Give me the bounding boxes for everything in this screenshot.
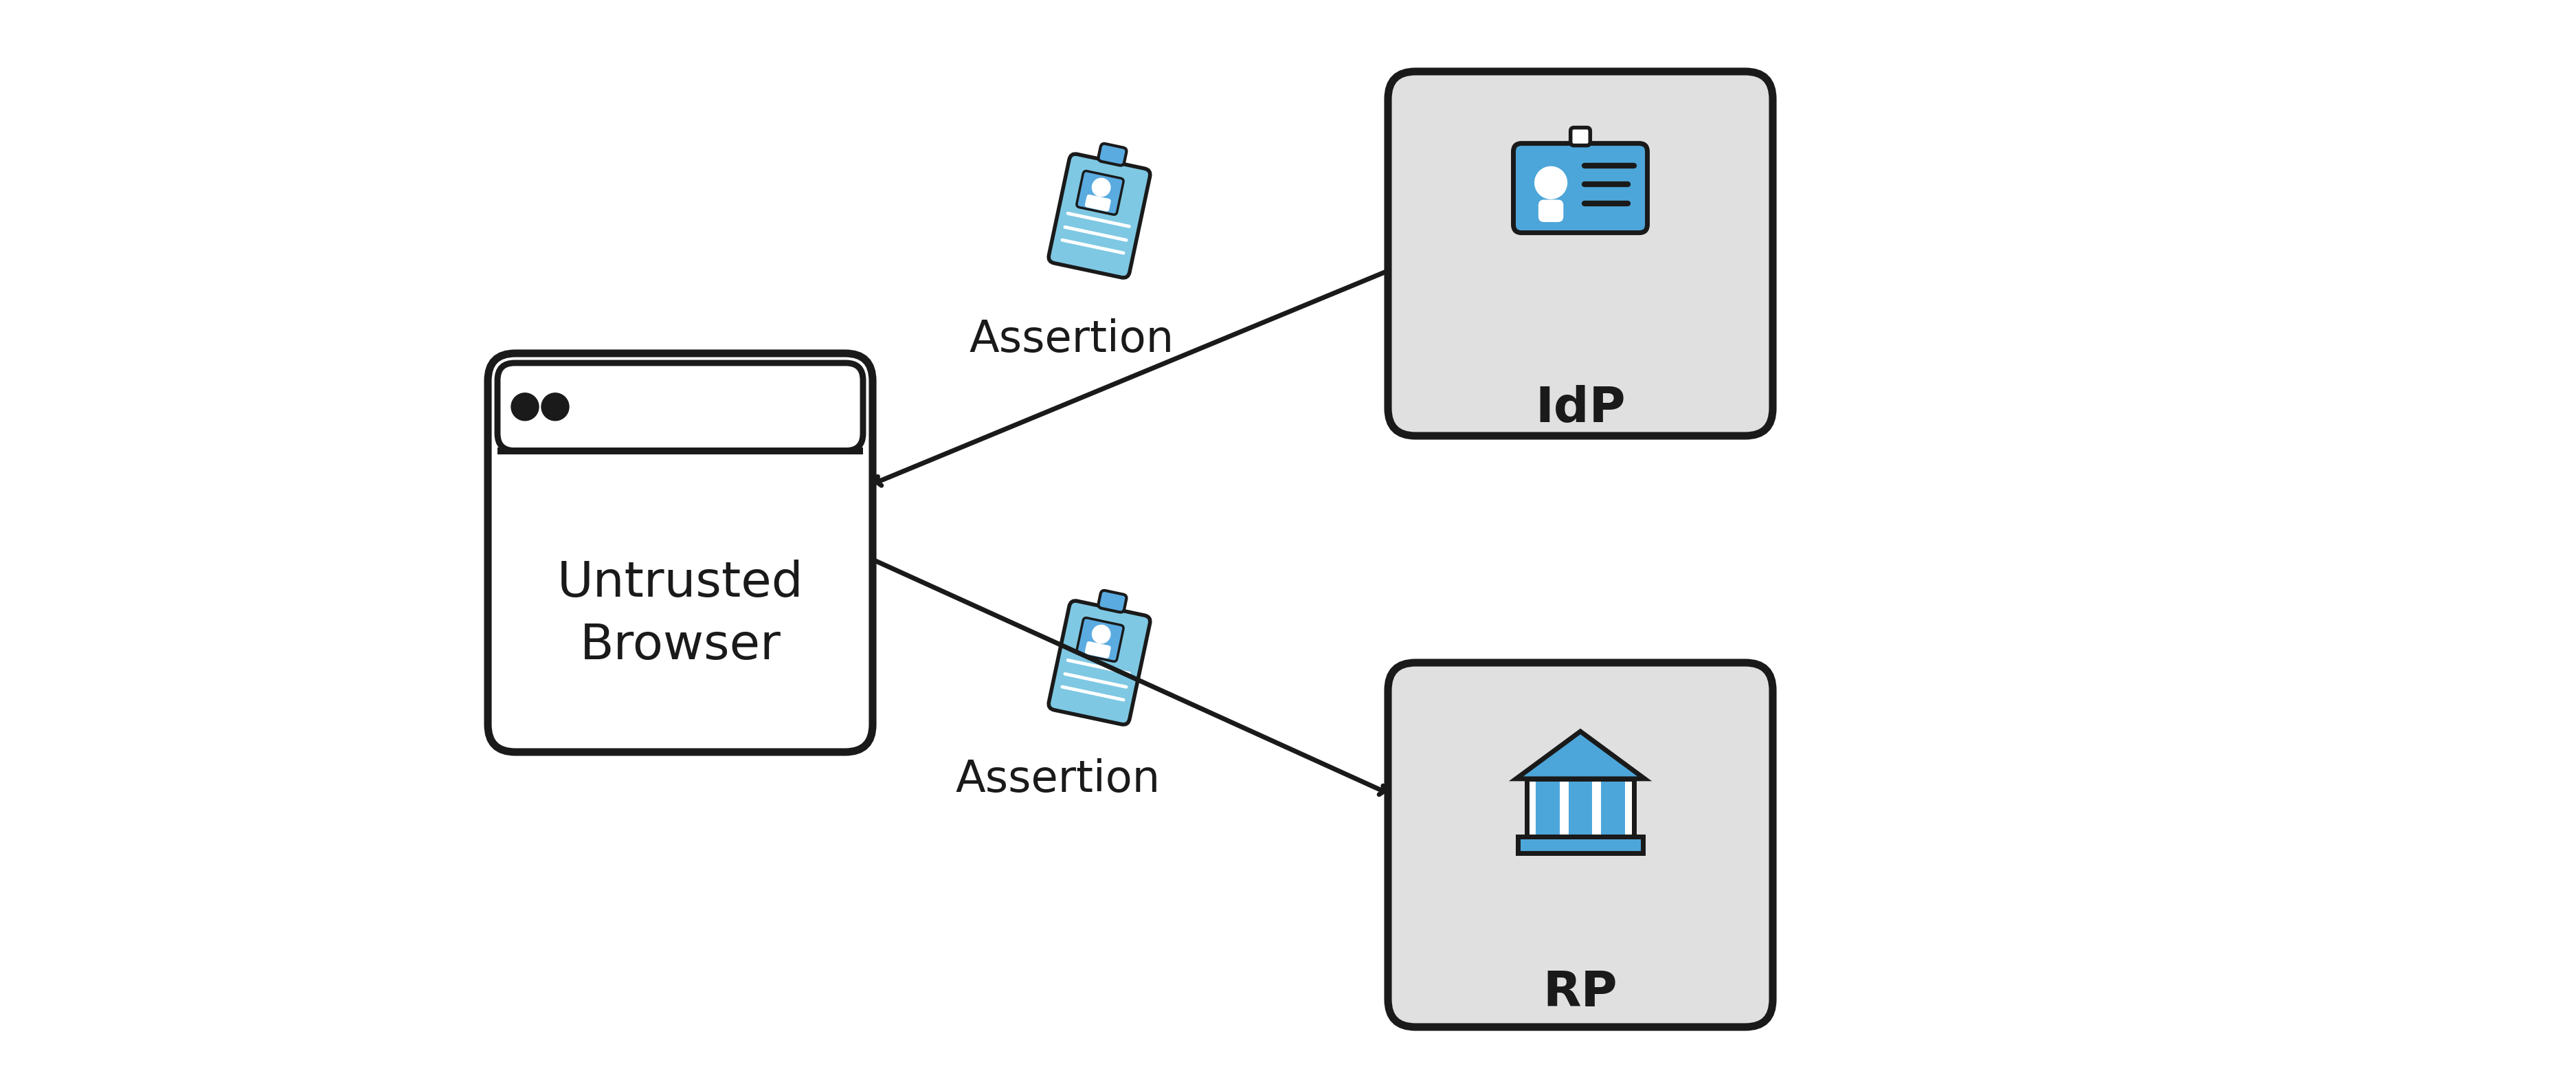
FancyBboxPatch shape — [1512, 144, 1649, 233]
Text: RP: RP — [1543, 968, 1618, 1016]
FancyBboxPatch shape — [1077, 171, 1123, 214]
FancyBboxPatch shape — [1084, 642, 1110, 658]
FancyBboxPatch shape — [1048, 154, 1149, 278]
Text: Assertion: Assertion — [969, 318, 1175, 361]
Bar — [1558, 781, 1569, 835]
Circle shape — [1535, 167, 1566, 199]
FancyBboxPatch shape — [1388, 71, 1772, 436]
Polygon shape — [1517, 731, 1643, 779]
FancyBboxPatch shape — [1097, 591, 1126, 612]
Bar — [1592, 781, 1602, 835]
FancyBboxPatch shape — [1571, 128, 1589, 145]
Text: IdP: IdP — [1535, 384, 1625, 432]
Text: Untrusted
Browser: Untrusted Browser — [556, 559, 804, 670]
Circle shape — [510, 393, 538, 421]
FancyBboxPatch shape — [1077, 618, 1123, 661]
Bar — [1528, 779, 1633, 836]
Circle shape — [1092, 179, 1110, 197]
FancyBboxPatch shape — [487, 354, 873, 752]
Text: Assertion: Assertion — [956, 758, 1162, 801]
FancyBboxPatch shape — [1538, 200, 1564, 222]
Circle shape — [1092, 625, 1110, 644]
Circle shape — [541, 393, 569, 421]
FancyBboxPatch shape — [1048, 601, 1149, 725]
Bar — [1625, 781, 1633, 835]
FancyBboxPatch shape — [1097, 144, 1126, 166]
Bar — [1528, 781, 1535, 835]
FancyBboxPatch shape — [497, 362, 863, 451]
FancyBboxPatch shape — [1084, 195, 1110, 211]
FancyBboxPatch shape — [1388, 662, 1772, 1027]
Bar — [1517, 836, 1643, 853]
